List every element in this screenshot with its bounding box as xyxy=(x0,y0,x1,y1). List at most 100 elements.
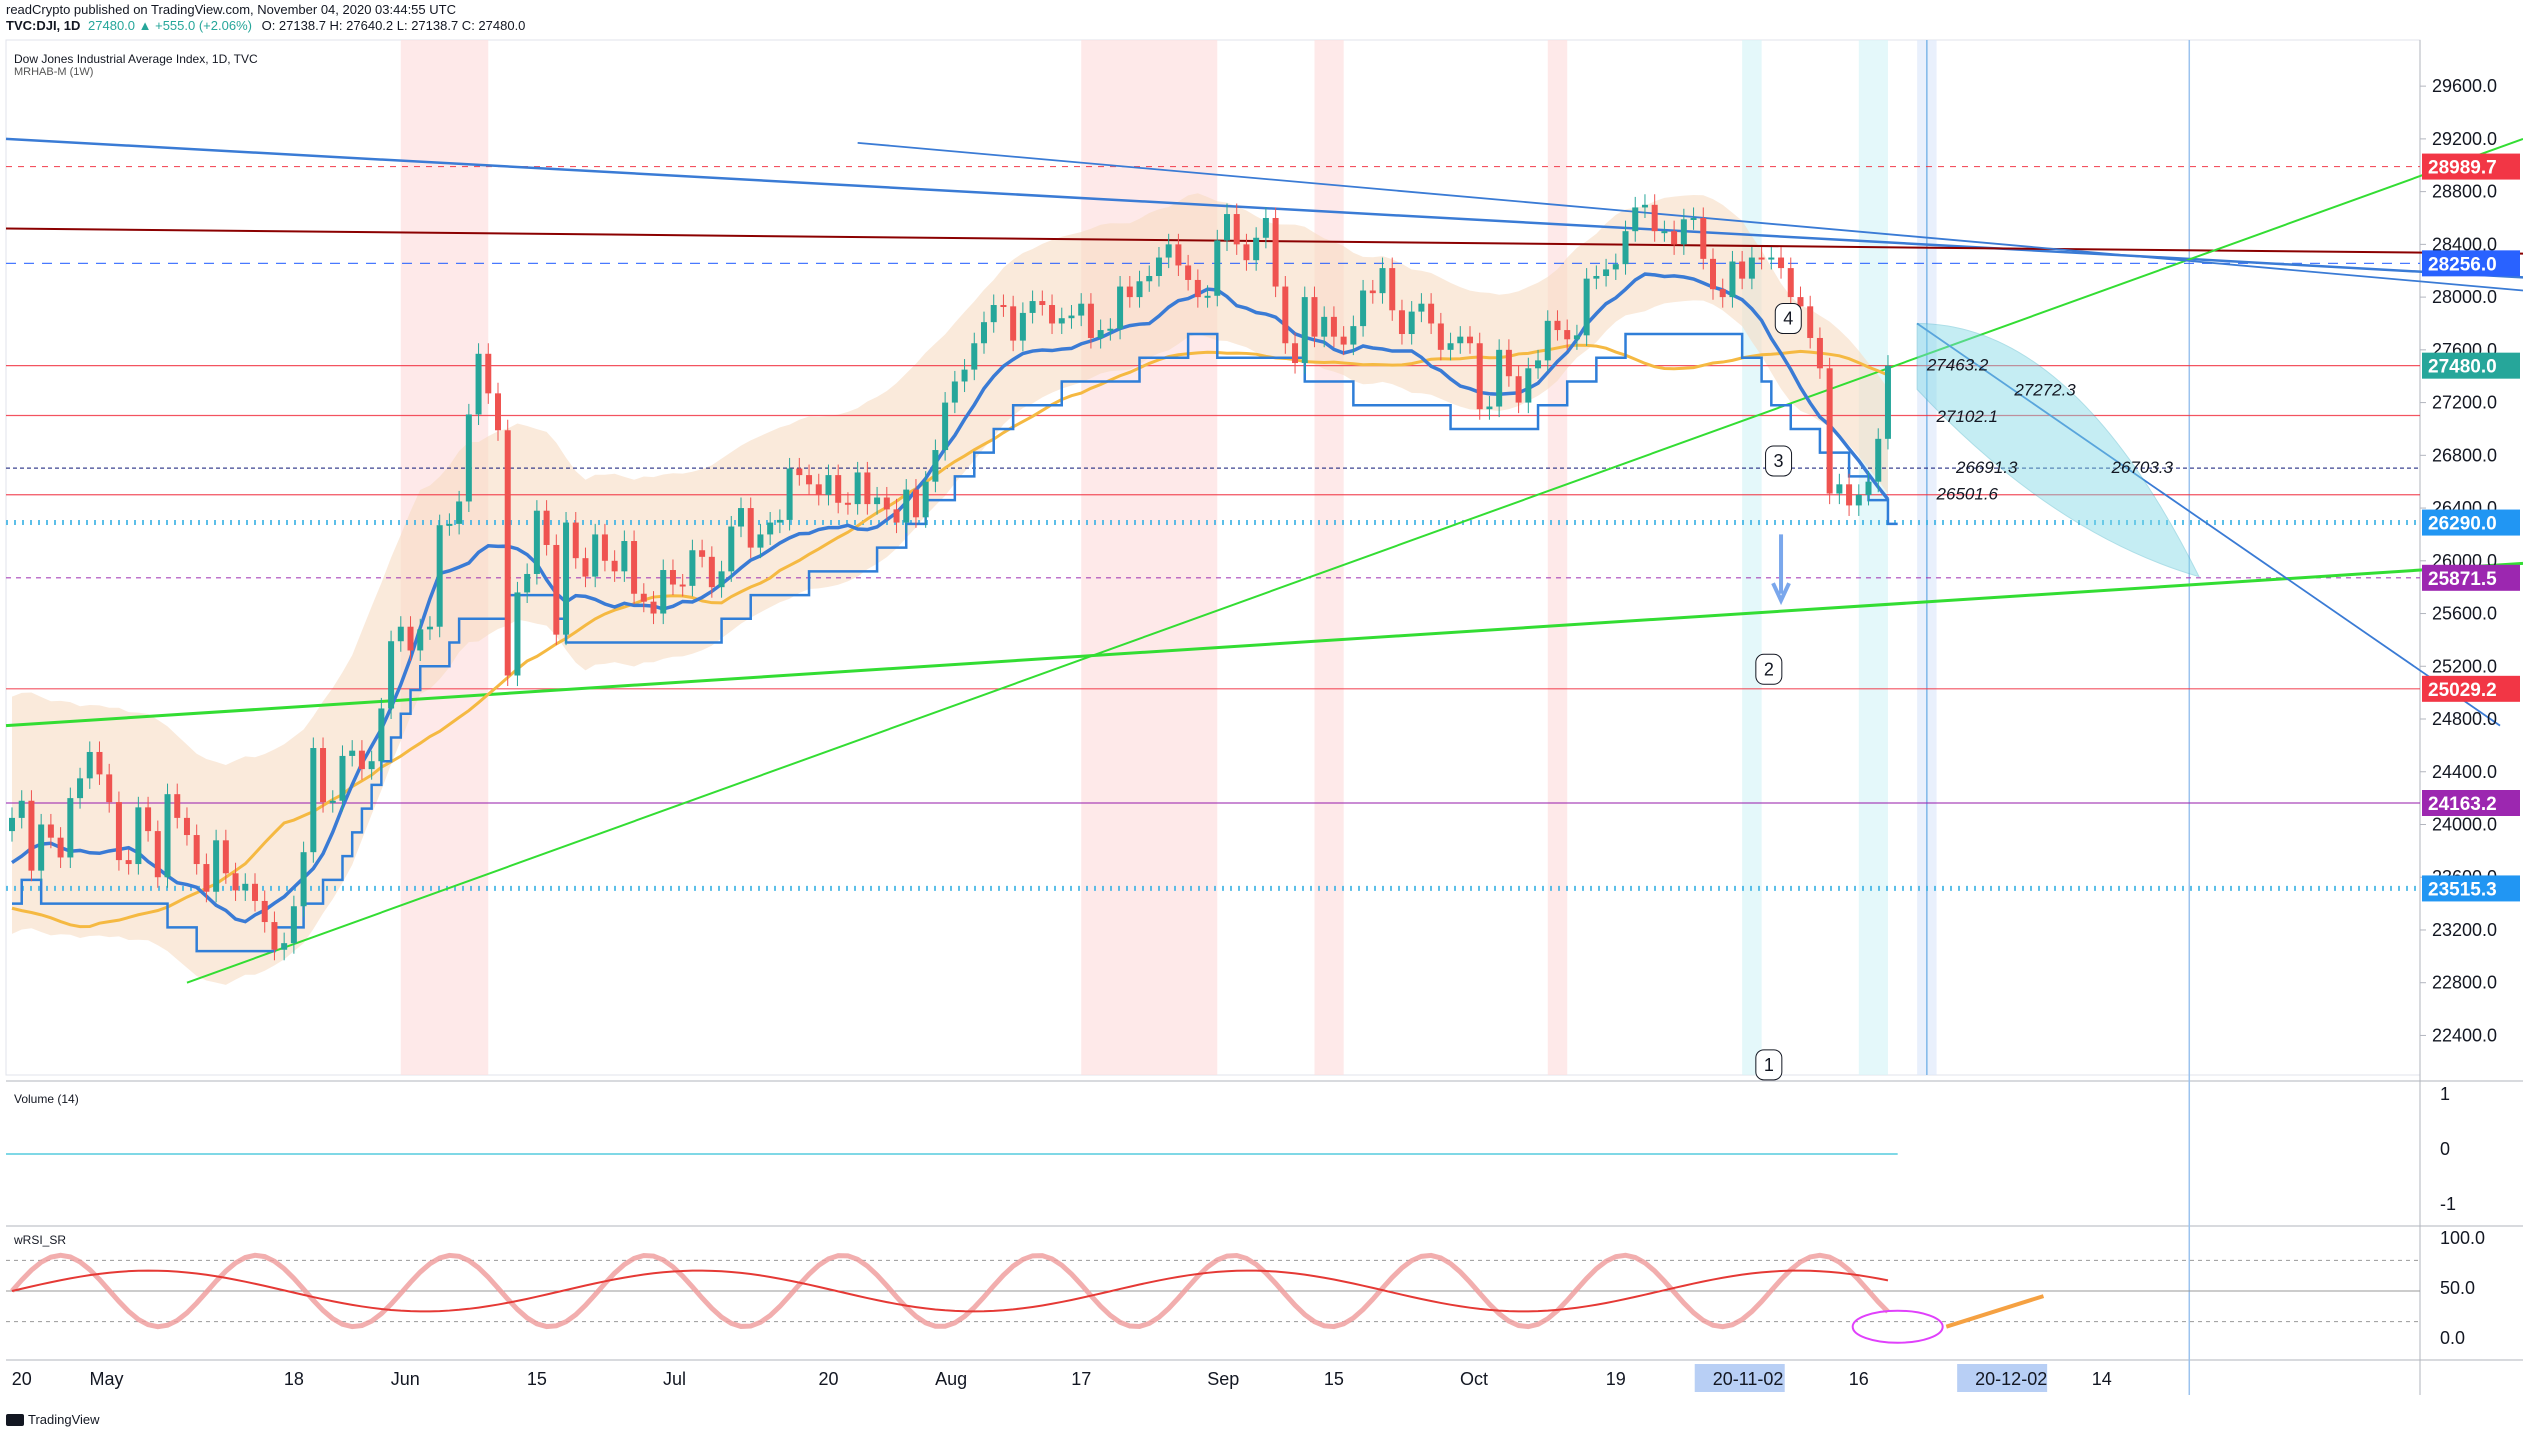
y-tick-label: 24800.0 xyxy=(2432,709,2497,729)
x-tick-label: 20 xyxy=(818,1369,838,1389)
volume-tick-label: 0 xyxy=(2440,1139,2450,1159)
candle-body xyxy=(533,510,540,574)
candle-body xyxy=(145,807,152,832)
candle-body xyxy=(1068,315,1075,319)
candle-body xyxy=(504,430,511,676)
candle-body xyxy=(1379,268,1386,294)
candle-body xyxy=(1126,286,1133,298)
candle-body xyxy=(971,343,978,370)
candle-body xyxy=(1467,336,1473,344)
candle-body xyxy=(349,750,356,756)
candle-body xyxy=(611,560,618,572)
level-annotation: 27102.1 xyxy=(1936,407,1998,426)
highlight-zone xyxy=(1314,40,1344,1075)
rsi-panel-title: wRSI_SR xyxy=(14,1233,67,1247)
candle-body xyxy=(1884,365,1891,439)
candle-body xyxy=(67,798,74,858)
candle-body xyxy=(1437,323,1444,350)
volume-panel-title: Volume (14) xyxy=(14,1092,79,1106)
change-label: 27480.0 ▲ +555.0 (+2.06%) xyxy=(88,18,252,33)
x-tick-label: 20-11-02 xyxy=(1713,1369,1784,1389)
level-annotation: 27272.3 xyxy=(2013,380,2076,399)
candle-body xyxy=(1292,343,1299,364)
price-label-box xyxy=(2422,250,2520,277)
candle-body xyxy=(524,573,531,593)
candle-body xyxy=(1554,320,1561,331)
y-tick-label: 29200.0 xyxy=(2432,129,2497,149)
candle-body xyxy=(835,475,842,503)
candle-body xyxy=(1661,231,1668,234)
candle-body xyxy=(1418,303,1425,312)
candle-body xyxy=(378,708,385,762)
rsi-highlight-ellipse xyxy=(1851,1309,1944,1344)
candle-body xyxy=(1855,494,1862,506)
price-label-box xyxy=(2422,789,2520,816)
candle-body xyxy=(261,900,268,923)
candle-body xyxy=(1214,240,1221,296)
rsi-tick-label: 50.0 xyxy=(2440,1278,2475,1298)
candle-body xyxy=(1836,484,1843,494)
price-label: 25871.5 xyxy=(2428,569,2497,590)
candle-body xyxy=(1816,337,1823,369)
y-tick-label: 27200.0 xyxy=(2432,393,2497,413)
x-tick-label: 19 xyxy=(1606,1369,1626,1389)
callout-box xyxy=(1765,445,1793,477)
candle-body xyxy=(592,534,599,577)
level-annotation: 26691.3 xyxy=(1955,458,2018,477)
candle-body xyxy=(1117,286,1124,329)
candle-body xyxy=(708,556,715,588)
volume-tick-label: 1 xyxy=(2440,1084,2450,1104)
projection-zone xyxy=(1916,322,2200,578)
candle-body xyxy=(28,800,35,871)
highlight-zone xyxy=(1858,40,1888,1075)
price-label: 23515.3 xyxy=(2428,879,2497,900)
candle-body xyxy=(495,393,501,431)
candle-body xyxy=(47,824,54,838)
candle-body xyxy=(1573,335,1580,340)
candle-body xyxy=(397,626,404,642)
date-highlight-box xyxy=(1957,1364,2048,1392)
candle-body xyxy=(329,800,336,803)
candle-body xyxy=(174,794,181,818)
candle-body xyxy=(1758,257,1765,260)
candle-body xyxy=(1457,336,1464,344)
candle-body xyxy=(1389,268,1396,311)
candle-body xyxy=(942,402,949,451)
date-highlight-box xyxy=(1694,1364,1785,1392)
y-tick-label: 24000.0 xyxy=(2432,814,2497,834)
candle-body xyxy=(1398,310,1405,335)
price-label: 24163.2 xyxy=(2428,794,2497,815)
x-tick-label: 15 xyxy=(527,1369,547,1389)
candle-body xyxy=(1690,217,1697,220)
candle-body xyxy=(1175,244,1182,266)
candle-body xyxy=(669,570,676,585)
x-tick-label: Aug xyxy=(935,1369,967,1389)
candle-body xyxy=(38,824,45,871)
price-label: 28989.7 xyxy=(2428,158,2497,179)
candle-body xyxy=(912,489,919,518)
moving-average-blue xyxy=(11,272,1890,924)
callout-label: 1 xyxy=(1764,1055,1774,1075)
candle-body xyxy=(951,381,958,403)
x-tick-label: 14 xyxy=(2092,1369,2112,1389)
candle-body xyxy=(1797,297,1804,307)
candle-body xyxy=(1146,276,1153,282)
candle-body xyxy=(1700,217,1707,259)
rsi-tick-label: 0.0 xyxy=(2440,1328,2465,1348)
x-tick-label: May xyxy=(89,1369,123,1389)
candle-body xyxy=(77,778,84,799)
candle-body xyxy=(1029,301,1036,313)
candle-body xyxy=(271,922,278,950)
trendline-maroon xyxy=(5,227,2523,255)
tradingview-logo-icon xyxy=(6,1413,24,1426)
y-tick-label: 28400.0 xyxy=(2432,234,2497,254)
y-tick-label: 22400.0 xyxy=(2432,1025,2497,1045)
symbol-line: TVC:DJI, 1D 27480.0 ▲ +555.0 (+2.06%) O:… xyxy=(6,18,525,34)
x-tick-label: Oct xyxy=(1460,1369,1488,1389)
candle-body xyxy=(446,523,453,526)
x-tick-label: 15 xyxy=(1324,1369,1344,1389)
trendline-upper-blue xyxy=(5,137,2523,279)
price-label: 28256.0 xyxy=(2428,254,2497,275)
candle-body xyxy=(1544,320,1551,361)
